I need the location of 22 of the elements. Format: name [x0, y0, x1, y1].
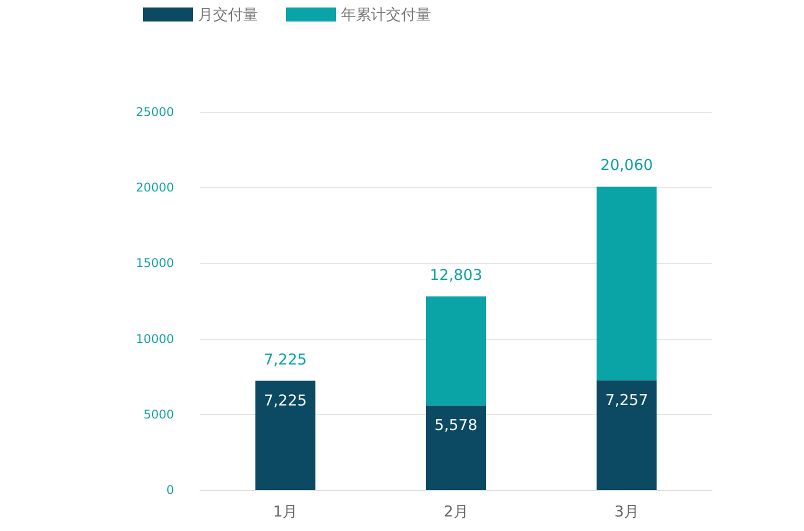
bar [596, 186, 657, 380]
x-tick-label: 2月 [444, 502, 468, 520]
total-label: 7,225 [264, 350, 307, 368]
y-tick-label: 10000 [136, 332, 174, 346]
bar [255, 380, 316, 490]
y-tick-label: 20000 [136, 180, 174, 195]
data-label: 7,225 [264, 391, 307, 410]
bar [596, 380, 657, 490]
bar [426, 296, 486, 406]
y-tick-label: 0 [166, 483, 174, 497]
y-tick-label: 5000 [143, 407, 174, 422]
total-label: 20,060 [600, 156, 653, 174]
data-label: 5,578 [434, 416, 478, 434]
x-tick-label: 1月 [273, 502, 298, 520]
y-tick-label: 15000 [136, 256, 174, 270]
legend-label: 月交付量 [198, 6, 258, 24]
x-tick-label: 3月 [614, 502, 639, 520]
legend-label: 年累计交付量 [341, 6, 431, 24]
bar [426, 406, 486, 490]
total-label: 12,803 [430, 266, 482, 284]
data-label: 7,257 [605, 390, 648, 409]
y-tick-label: 25000 [136, 105, 174, 119]
